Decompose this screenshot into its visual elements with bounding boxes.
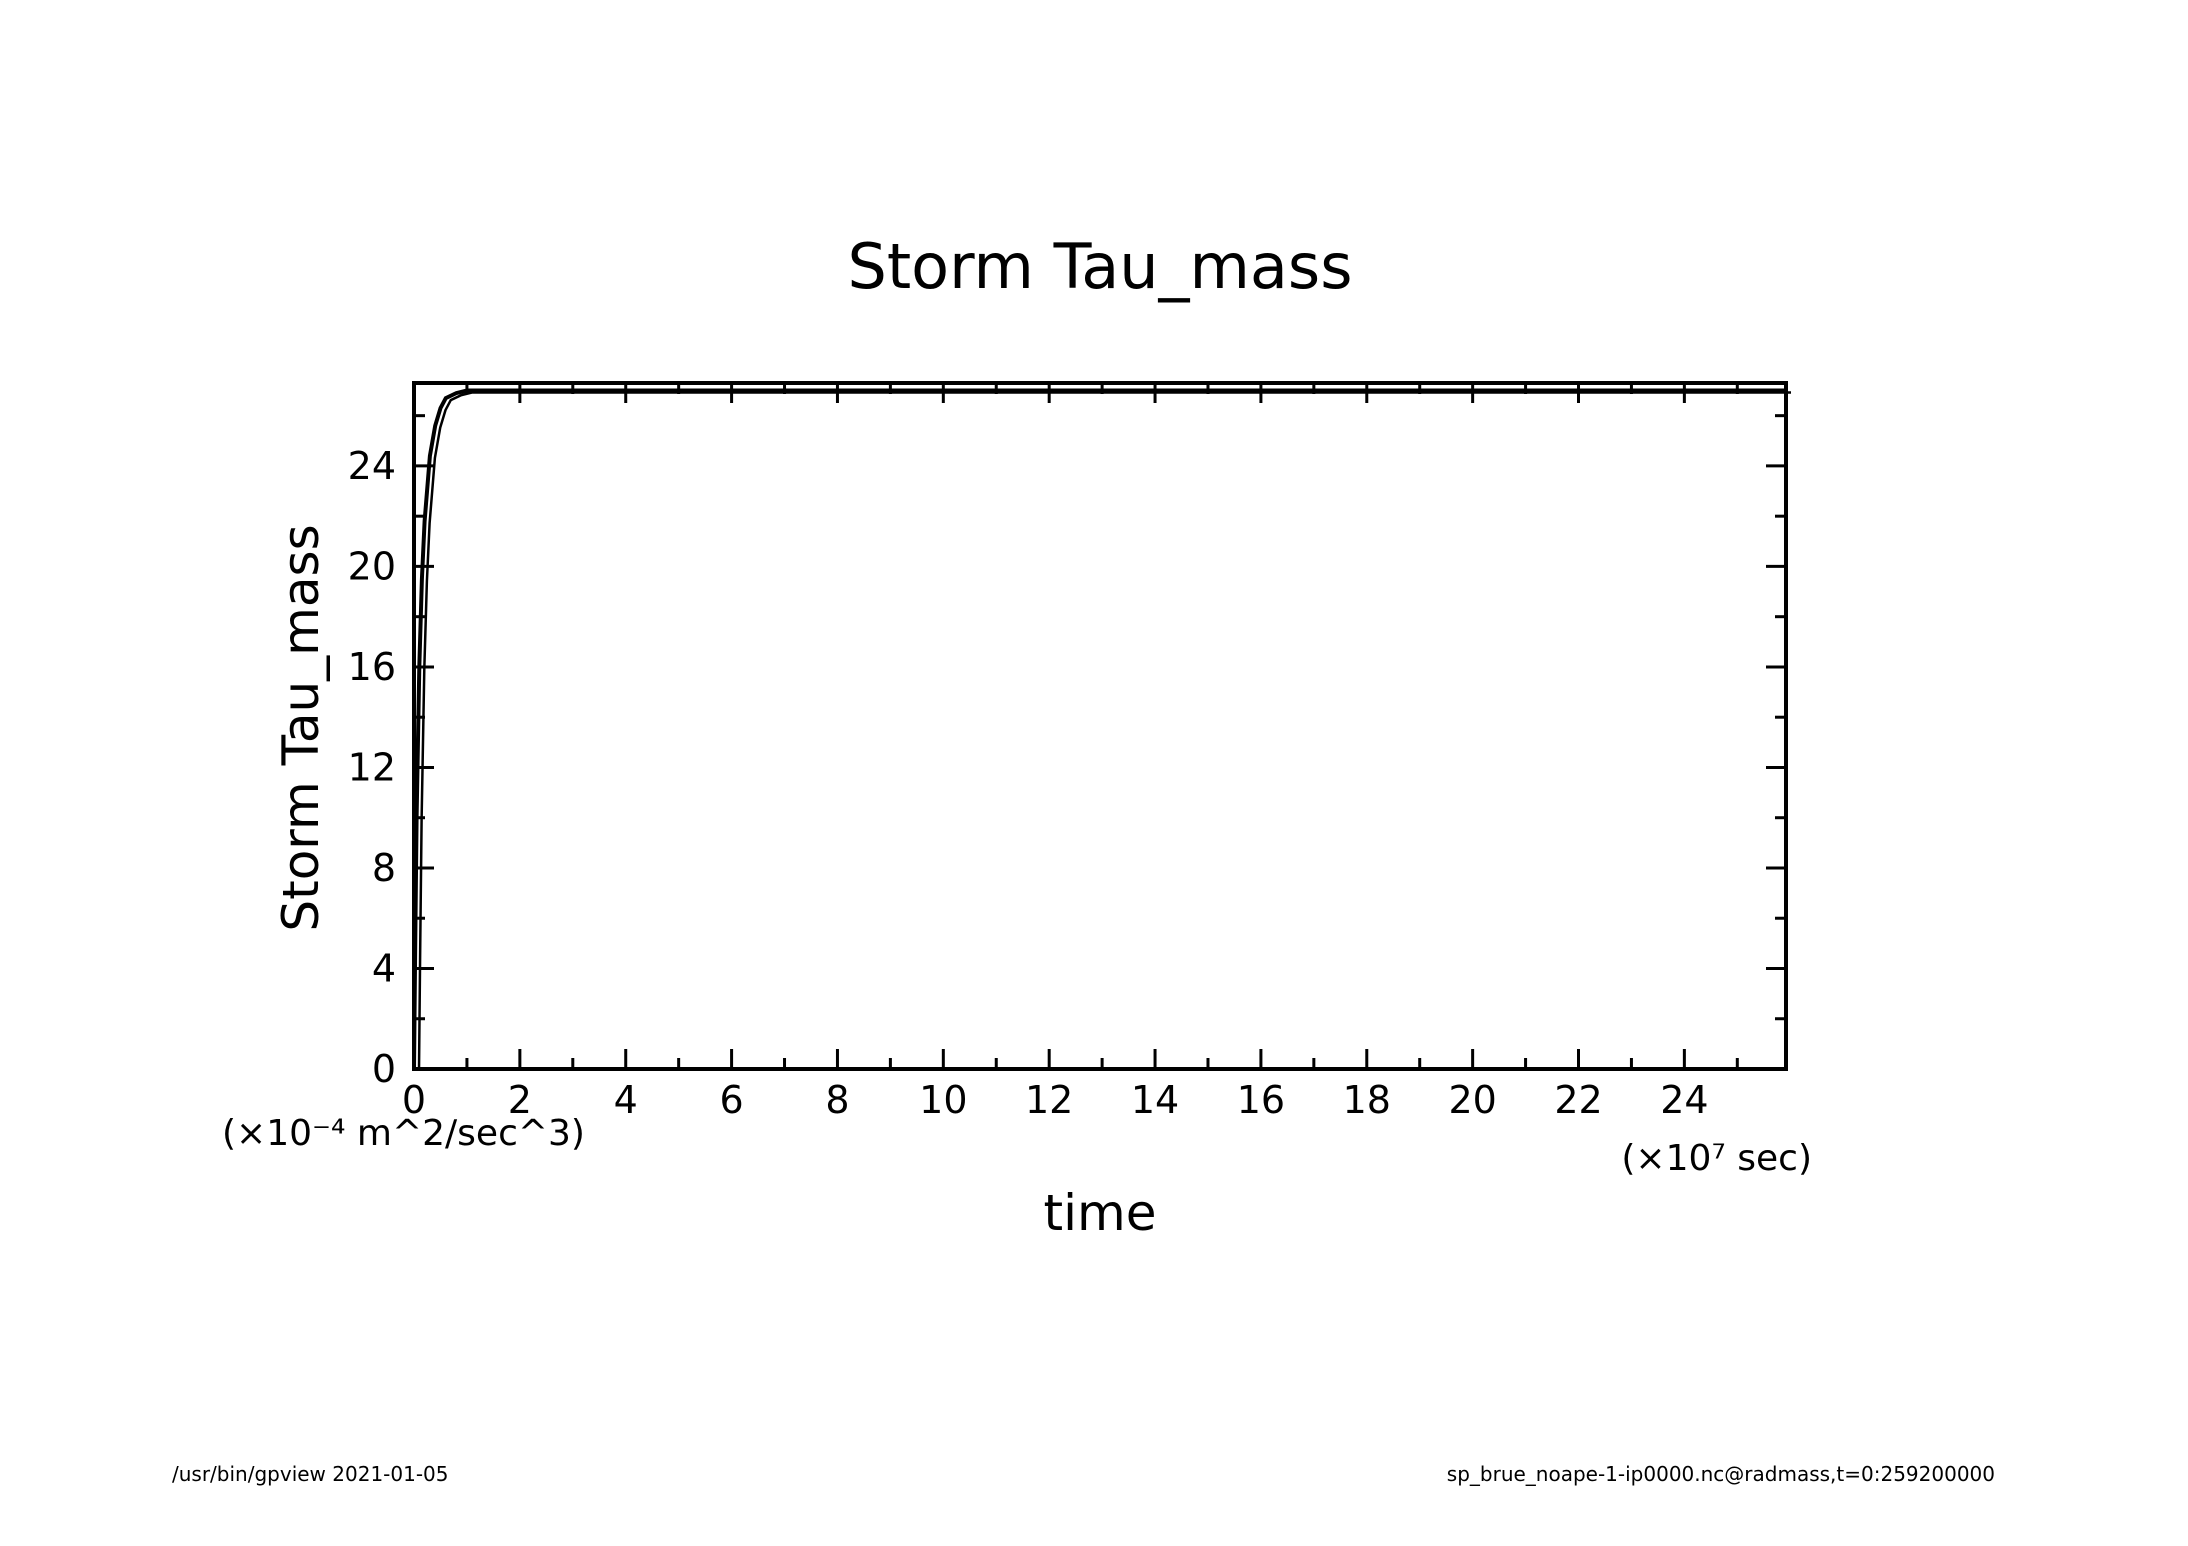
y-tick-label: 24: [348, 444, 396, 488]
y-tick-label: 20: [348, 544, 396, 588]
x-tick-label: 12: [1025, 1078, 1073, 1122]
y-unit-label: (×10⁻⁴ m^2/sec^3): [222, 1113, 585, 1154]
x-tick-label: 6: [719, 1078, 743, 1122]
y-tick-label: 16: [348, 645, 396, 689]
x-unit-label: (×10⁷ sec): [1621, 1138, 1812, 1179]
y-tick-label: 8: [372, 846, 396, 890]
series-line: [412, 388, 1786, 1070]
y-tick-label: 0: [372, 1047, 396, 1091]
x-tick-label: 2: [508, 1078, 532, 1122]
x-tick-label: 10: [919, 1078, 967, 1122]
plot-frame: [412, 381, 1788, 1071]
y-axis-label: Storm Tau_mass: [272, 524, 330, 931]
x-tick-label: 20: [1448, 1078, 1496, 1122]
y-tick-label: 4: [372, 946, 396, 990]
x-tick-label: 0: [402, 1078, 426, 1122]
y-tick-label: 12: [348, 745, 396, 789]
footer-left: /usr/bin/gpview 2021-01-05: [172, 1462, 449, 1486]
x-tick-label: 22: [1554, 1078, 1602, 1122]
series-layer: [412, 388, 1791, 1072]
x-tick-label: 16: [1237, 1078, 1285, 1122]
x-tick-label: 14: [1131, 1078, 1179, 1122]
x-axis-label: time: [1044, 1184, 1157, 1242]
x-tick-label: 18: [1343, 1078, 1391, 1122]
x-tick-label: 24: [1660, 1078, 1708, 1122]
series-line-spread: [417, 391, 1791, 1072]
x-tick-label: 4: [614, 1078, 638, 1122]
footer-right: sp_brue_noape-1-ip0000.nc@radmass,t=0:25…: [1447, 1462, 1995, 1486]
x-tick-label: 8: [825, 1078, 849, 1122]
chart-title: Storm Tau_mass: [848, 230, 1353, 303]
